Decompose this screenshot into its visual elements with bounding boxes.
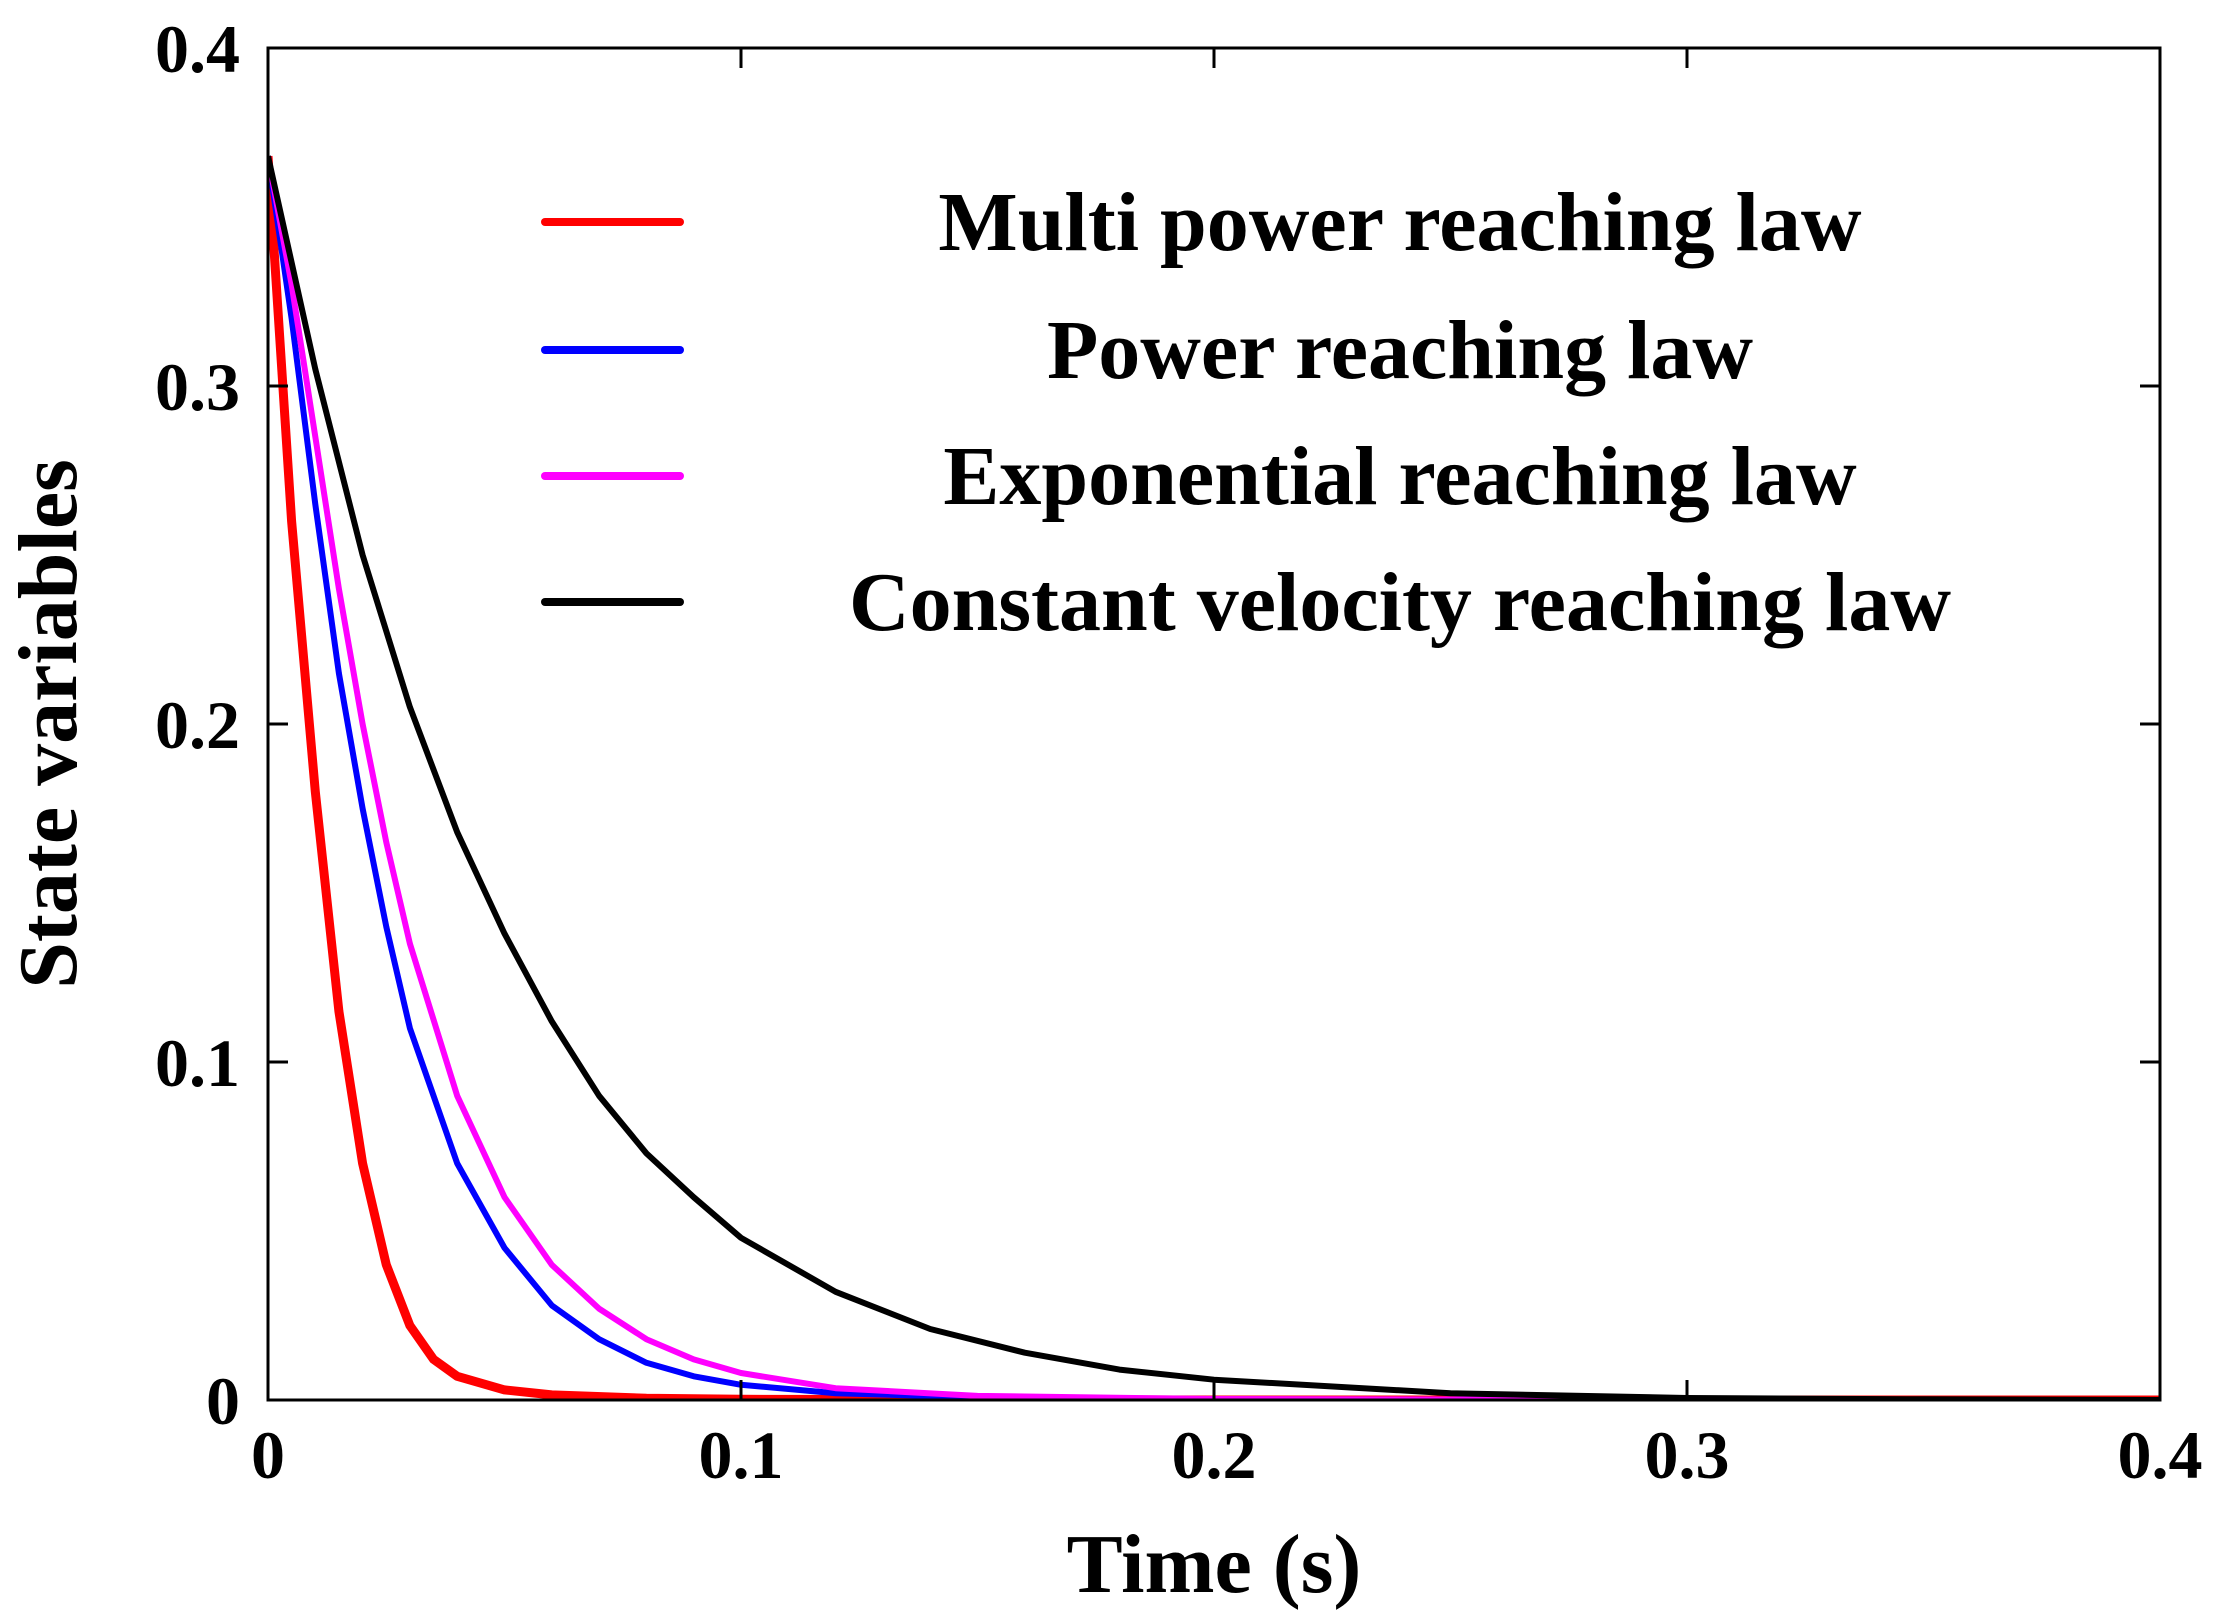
series-line-4 <box>268 155 2160 1400</box>
y-tick-label: 0.4 <box>155 11 240 87</box>
legend-label-2: Power reaching law <box>1047 304 1753 397</box>
x-tick-label: 0.4 <box>2118 1417 2203 1493</box>
y-tick-label: 0.2 <box>155 687 240 763</box>
legend-label-1: Multi power reaching law <box>938 176 1862 269</box>
axes-layer: 0 0.1 0.2 0.3 0.4 0 0.1 0.2 0.3 0.4 <box>155 11 2203 1493</box>
legend-label-4: Constant velocity reaching law <box>849 556 1951 649</box>
x-tick-label: 0.1 <box>699 1417 784 1493</box>
y-axis-title: State variables <box>2 459 95 989</box>
x-tick-label: 0.3 <box>1645 1417 1730 1493</box>
y-tick-label: 0.3 <box>155 349 240 425</box>
legend-label-3: Exponential reaching law <box>943 430 1857 523</box>
x-tick-label: 0.2 <box>1172 1417 1257 1493</box>
x-axis-title: Time (s) <box>1067 1518 1362 1611</box>
x-tick-label: 0 <box>251 1417 285 1493</box>
legend: Multi power reaching law Power reaching l… <box>541 176 1951 649</box>
y-tick-label: 0.1 <box>155 1025 240 1101</box>
series-line-3 <box>268 155 2160 1400</box>
y-tick-label: 0 <box>206 1363 240 1439</box>
